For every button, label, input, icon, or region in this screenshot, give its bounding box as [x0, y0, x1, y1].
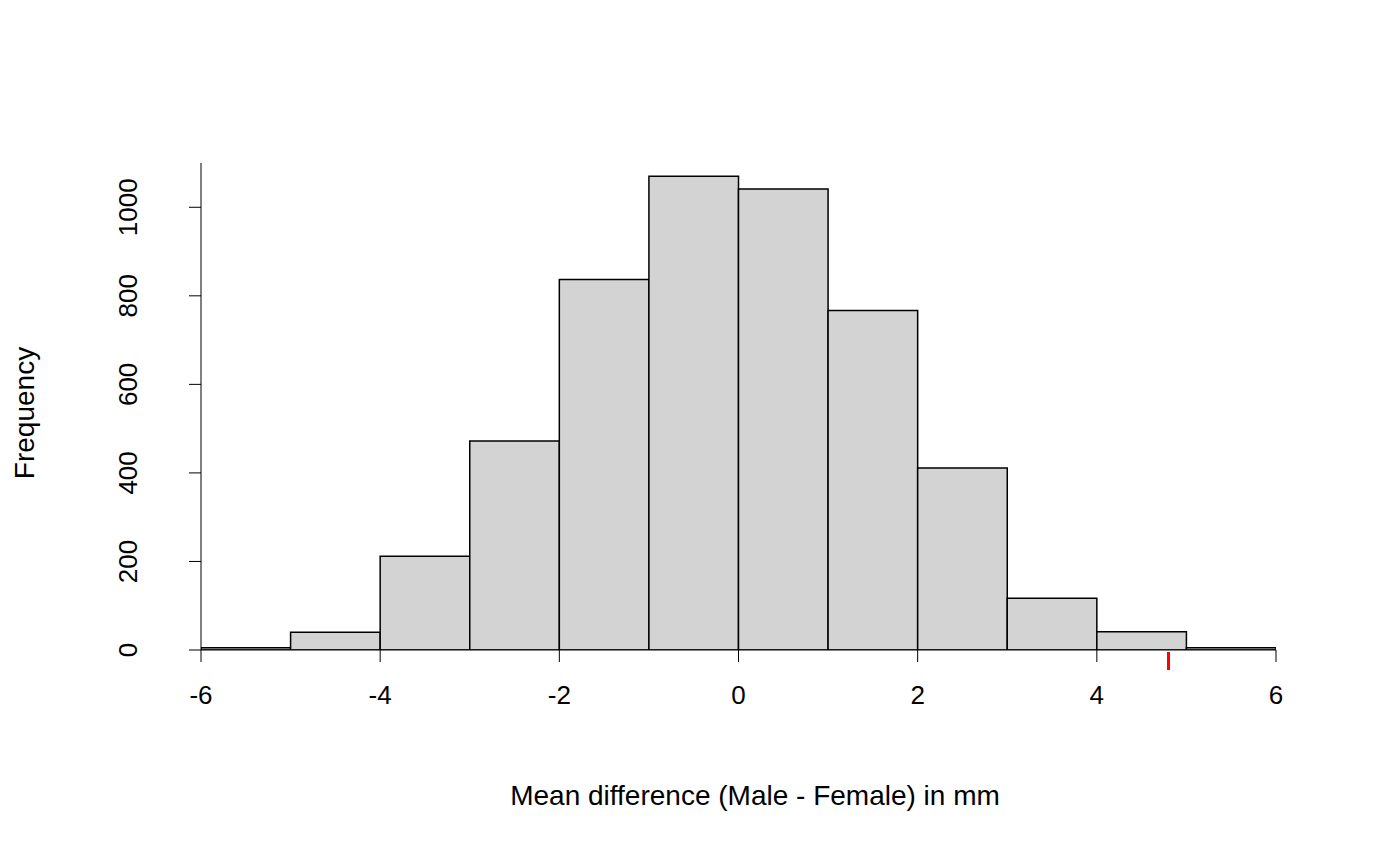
svg-text:1000: 1000: [113, 178, 143, 236]
svg-text:6: 6: [1269, 680, 1283, 710]
svg-text:-4: -4: [369, 680, 392, 710]
svg-text:4: 4: [1090, 680, 1104, 710]
html-text:Mean difference (Male - Female: Mean difference (Male - Female) in mm: [510, 780, 1000, 811]
svg-text:600: 600: [113, 363, 143, 406]
svg-text:400: 400: [113, 451, 143, 494]
svg-text:800: 800: [113, 274, 143, 317]
svg-text:0: 0: [731, 680, 745, 710]
svg-text:200: 200: [113, 540, 143, 583]
svg-text:-6: -6: [189, 680, 212, 710]
svg-text:2: 2: [910, 680, 924, 710]
svg-text:0: 0: [113, 643, 143, 657]
html-text:Frequency: Frequency: [9, 346, 40, 480]
svg-text:-2: -2: [548, 680, 571, 710]
